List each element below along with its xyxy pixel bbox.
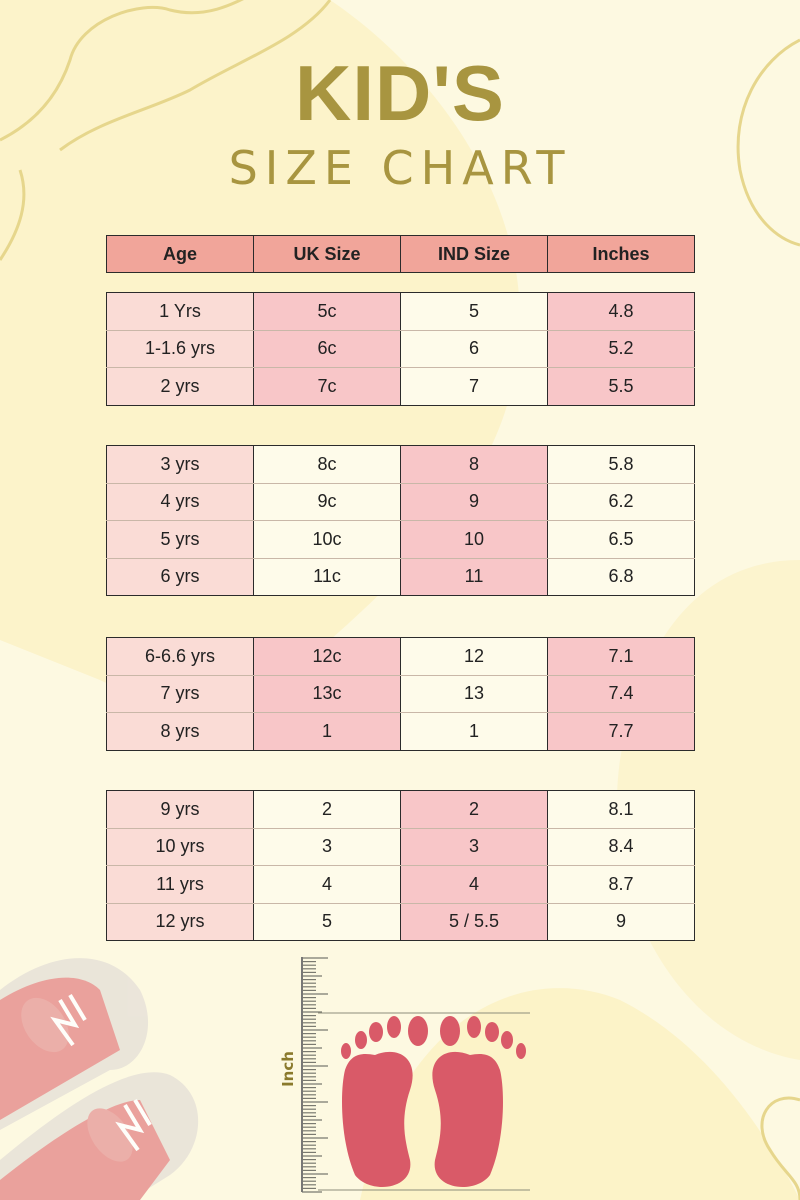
table-row: 7 yrs 13c 13 7.4 [106, 674, 695, 713]
cell-inches: 4.8 [547, 292, 695, 331]
cell-inches: 6.5 [547, 520, 695, 559]
cell-inches: 6.8 [547, 557, 695, 596]
title-size-chart: SIZE CHART [228, 141, 572, 195]
cell-uk-size: 11c [253, 557, 401, 596]
cell-age: 7 yrs [106, 674, 254, 713]
cell-age: 4 yrs [106, 482, 254, 521]
cell-age: 11 yrs [106, 865, 254, 904]
table-row: 6 yrs 11c 11 6.8 [106, 557, 695, 596]
cell-age: 5 yrs [106, 520, 254, 559]
cell-ind-size: 8 [400, 445, 548, 484]
table-row: 5 yrs 10c 10 6.5 [106, 520, 695, 559]
cell-inches: 7.1 [547, 637, 695, 676]
footprints-icon [318, 1012, 530, 1191]
size-group-table: 6-6.6 yrs 12c 12 7.1 7 yrs 13c 13 7.4 8 yrs 1 1 7.7 [106, 637, 695, 751]
cell-uk-size: 3 [253, 827, 401, 866]
table-row: 1 Yrs 5c 5 4.8 [106, 292, 695, 331]
cell-inches: 8.1 [547, 790, 695, 829]
table-row: 2 yrs 7c 7 5.5 [106, 367, 695, 406]
cell-inches: 7.4 [547, 674, 695, 713]
header-ind-size: IND Size [400, 235, 548, 273]
cell-uk-size: 7c [253, 367, 401, 406]
header-uk-size: UK Size [253, 235, 401, 273]
ruler-label: Inch [278, 1051, 297, 1087]
cell-uk-size: 5c [253, 292, 401, 331]
cell-uk-size: 2 [253, 790, 401, 829]
cell-age: 10 yrs [106, 827, 254, 866]
cell-inches: 6.2 [547, 482, 695, 521]
table-row: 9 yrs 2 2 8.1 [106, 790, 695, 829]
cell-inches: 5.2 [547, 329, 695, 368]
table-row: 10 yrs 3 3 8.4 [106, 827, 695, 866]
cell-uk-size: 6c [253, 329, 401, 368]
cell-age: 1-1.6 yrs [106, 329, 254, 368]
cell-age: 6 yrs [106, 557, 254, 596]
table-row: 8 yrs 1 1 7.7 [106, 712, 695, 751]
title-kids: KID'S [295, 49, 505, 137]
cell-uk-size: 13c [253, 674, 401, 713]
cell-uk-size: 1 [253, 712, 401, 751]
cell-ind-size: 5 / 5.5 [400, 902, 548, 941]
cell-age: 6-6.6 yrs [106, 637, 254, 676]
cell-ind-size: 5 [400, 292, 548, 331]
cell-ind-size: 10 [400, 520, 548, 559]
cell-uk-size: 5 [253, 902, 401, 941]
cell-ind-size: 3 [400, 827, 548, 866]
cell-inches: 8.4 [547, 827, 695, 866]
cell-uk-size: 9c [253, 482, 401, 521]
size-group-table: 3 yrs 8c 8 5.8 4 yrs 9c 9 6.2 5 yrs 10c 10 6.5 6 yrs… [106, 445, 695, 596]
cell-inches: 7.7 [547, 712, 695, 751]
cell-inches: 5.5 [547, 367, 695, 406]
cell-ind-size: 7 [400, 367, 548, 406]
cell-uk-size: 12c [253, 637, 401, 676]
size-group-table: 9 yrs 2 2 8.1 10 yrs 3 3 8.4 11 yrs 4 4 8.7 12 yrs 5 5… [106, 790, 695, 941]
cell-age: 9 yrs [106, 790, 254, 829]
table-row: 6-6.6 yrs 12c 12 7.1 [106, 637, 695, 676]
cell-age: 12 yrs [106, 902, 254, 941]
size-group-table: 1 Yrs 5c 5 4.8 1-1.6 yrs 6c 6 5.2 2 yrs 7c 7 5.5 [106, 292, 695, 406]
cell-uk-size: 10c [253, 520, 401, 559]
table-row: 3 yrs 8c 8 5.8 [106, 445, 695, 484]
cell-age: 2 yrs [106, 367, 254, 406]
cell-age: 3 yrs [106, 445, 254, 484]
cell-ind-size: 12 [400, 637, 548, 676]
cell-ind-size: 6 [400, 329, 548, 368]
cell-age: 1 Yrs [106, 292, 254, 331]
ruler-icon [301, 957, 328, 1193]
header-inches: Inches [547, 235, 695, 273]
cell-uk-size: 4 [253, 865, 401, 904]
cell-inches: 9 [547, 902, 695, 941]
header-age: Age [106, 235, 254, 273]
cell-uk-size: 8c [253, 445, 401, 484]
cell-ind-size: 9 [400, 482, 548, 521]
cell-ind-size: 4 [400, 865, 548, 904]
sneakers-icon [0, 958, 199, 1200]
table-row: 11 yrs 4 4 8.7 [106, 865, 695, 904]
cell-age: 8 yrs [106, 712, 254, 751]
cell-inches: 8.7 [547, 865, 695, 904]
table-row: 4 yrs 9c 9 6.2 [106, 482, 695, 521]
table-row: 12 yrs 5 5 / 5.5 9 [106, 902, 695, 941]
cell-ind-size: 13 [400, 674, 548, 713]
cell-ind-size: 11 [400, 557, 548, 596]
table-row: 1-1.6 yrs 6c 6 5.2 [106, 329, 695, 368]
size-table-header: Age UK Size IND Size Inches [106, 235, 695, 273]
cell-inches: 5.8 [547, 445, 695, 484]
cell-ind-size: 1 [400, 712, 548, 751]
cell-ind-size: 2 [400, 790, 548, 829]
